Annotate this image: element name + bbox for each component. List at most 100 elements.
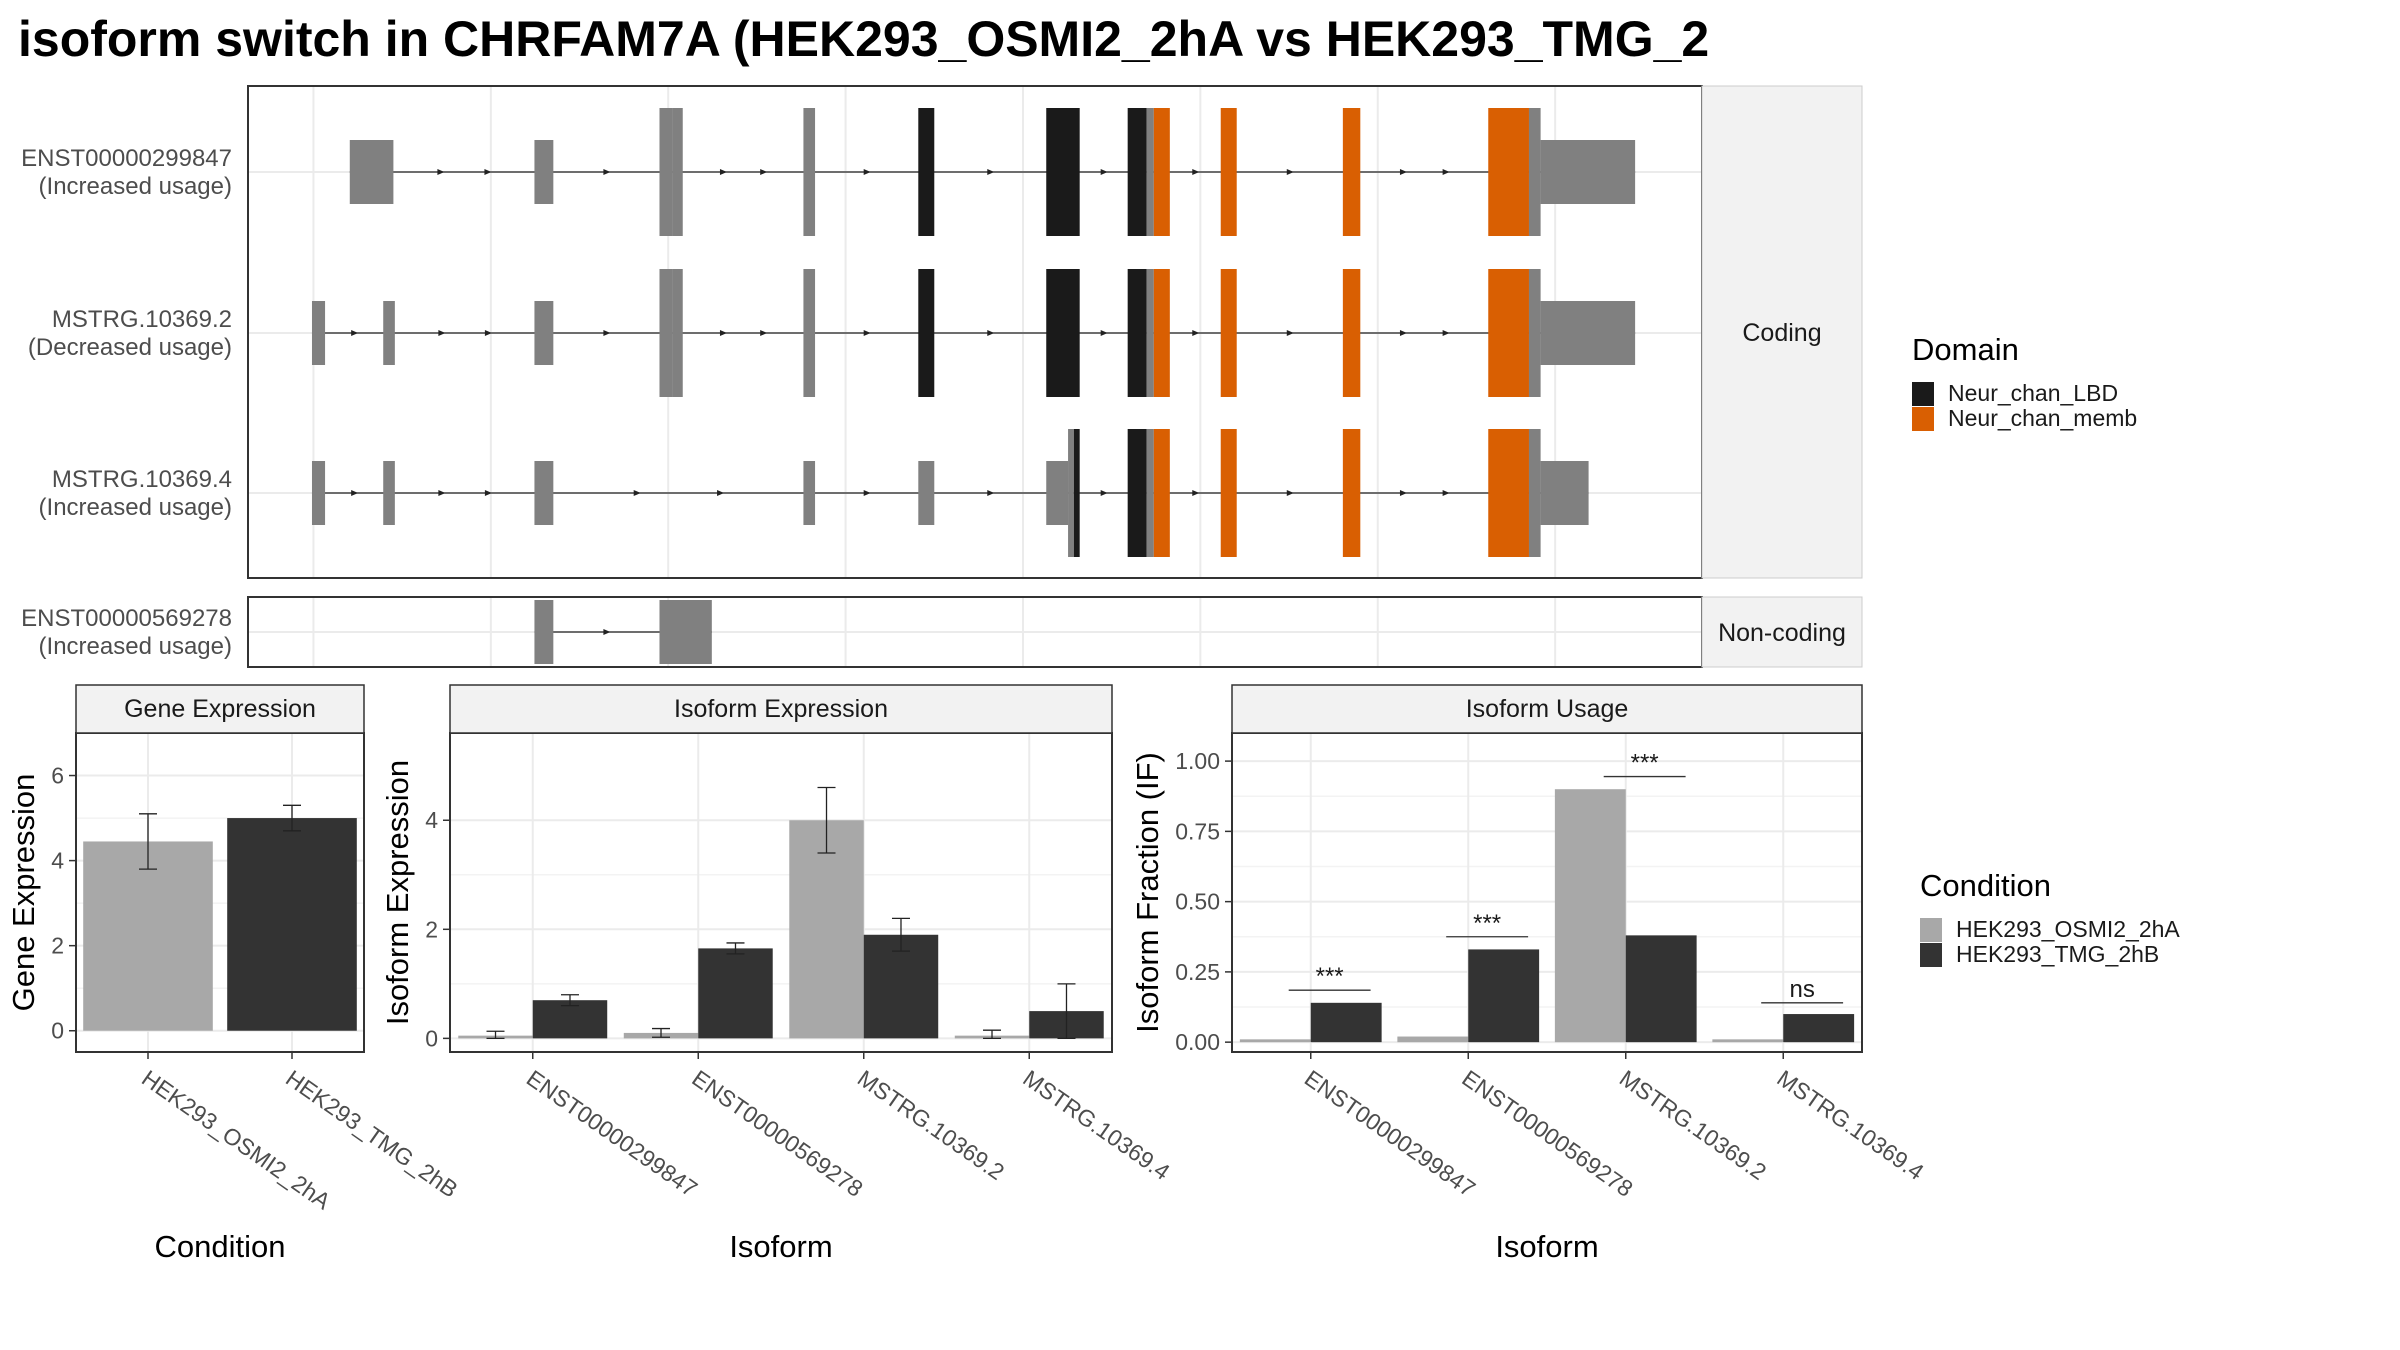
strand-arrow-icon — [1192, 330, 1200, 336]
exon-lbd — [918, 269, 935, 397]
transcript-name: ENST00000299847 — [21, 145, 232, 172]
x-tick-label: ENST00000569278 — [687, 1065, 867, 1202]
bar — [698, 948, 773, 1039]
plot-background — [450, 733, 1112, 1052]
bar — [1783, 1014, 1855, 1043]
strand-arrow-icon — [717, 490, 725, 496]
y-axis-title: Isoform Expression — [380, 760, 415, 1025]
transcript-usage: (Increased usage) — [39, 173, 232, 200]
exon-cds — [1146, 108, 1154, 236]
strand-arrow-icon — [1192, 490, 1200, 496]
exon-memb — [1220, 269, 1237, 397]
x-tick-label: ENST00000299847 — [1300, 1065, 1480, 1202]
exon-utr — [311, 301, 326, 365]
strand-arrow-icon — [1100, 330, 1108, 336]
exon-cds — [1146, 429, 1154, 557]
exon-cds — [1528, 429, 1541, 557]
transcript-usage: (Increased usage) — [39, 494, 232, 521]
y-tick-label: 0.25 — [1175, 959, 1220, 985]
panel-title: Isoform Expression — [674, 695, 888, 723]
x-tick-label: MSTRG.10369.2 — [1615, 1065, 1771, 1185]
bar — [1712, 1039, 1784, 1043]
coding-panel-strip-label: Coding — [1742, 319, 1821, 347]
exon-utr — [534, 140, 554, 204]
strand-arrow-icon — [351, 490, 359, 496]
bar — [1239, 1039, 1311, 1043]
exon-cds — [1146, 269, 1154, 397]
strand-arrow-icon — [603, 169, 611, 175]
strand-arrow-icon — [987, 330, 995, 336]
exon-memb — [1153, 429, 1170, 557]
exon-utr — [659, 600, 712, 664]
strand-arrow-icon — [863, 490, 871, 496]
panel-strip — [75, 684, 365, 734]
bar — [1554, 789, 1626, 1043]
strand-arrow-icon — [1399, 490, 1407, 496]
exon-utr — [383, 461, 395, 525]
y-tick-label: 2 — [51, 933, 64, 959]
coding-panel-strip — [1701, 85, 1863, 579]
exon-lbd — [1127, 269, 1147, 397]
strand-arrow-icon — [633, 490, 641, 496]
bar — [83, 841, 213, 1031]
y-tick-label: 2 — [425, 916, 438, 942]
strand-arrow-icon — [719, 330, 727, 336]
strand-arrow-icon — [1192, 169, 1200, 175]
strand-arrow-icon — [1100, 490, 1108, 496]
exon-memb — [1342, 269, 1361, 397]
significance-label: *** — [1473, 910, 1501, 937]
strand-arrow-icon — [484, 169, 492, 175]
y-tick-label: 4 — [425, 807, 438, 833]
exon-cds — [803, 108, 816, 236]
exon-memb — [1342, 108, 1361, 236]
y-tick-label: 0.50 — [1175, 889, 1220, 915]
bar — [1468, 949, 1540, 1043]
exon-memb — [1220, 429, 1237, 557]
domain-legend-key — [1912, 382, 1934, 406]
exon-lbd — [918, 108, 935, 236]
y-tick-label: 0 — [51, 1018, 64, 1044]
transcript-usage: (Increased usage) — [39, 633, 232, 660]
y-axis-title: Gene Expression — [6, 774, 41, 1012]
exon-cds — [659, 108, 673, 236]
exon-cds — [659, 269, 673, 397]
exon-utr — [1540, 461, 1589, 525]
exon-cds — [1528, 108, 1541, 236]
panel-title: Isoform Usage — [1466, 695, 1629, 723]
condition-legend-key — [1920, 943, 1942, 967]
x-axis-title: Isoform — [1495, 1229, 1598, 1264]
exon-cds — [1528, 269, 1541, 397]
x-tick-label: ENST00000569278 — [1457, 1065, 1637, 1202]
panel-strip — [1231, 684, 1863, 734]
exon-utr — [1540, 301, 1636, 365]
strand-arrow-icon — [1442, 169, 1450, 175]
exon-memb — [1488, 108, 1529, 236]
strand-arrow-icon — [484, 490, 492, 496]
strand-arrow-icon — [351, 330, 359, 336]
exon-cds — [672, 108, 683, 236]
y-axis-title: Isoform Fraction (IF) — [1130, 752, 1165, 1033]
strand-arrow-icon — [1442, 490, 1450, 496]
significance-label: ns — [1789, 976, 1814, 1003]
bar — [863, 934, 939, 1039]
strand-arrow-icon — [863, 330, 871, 336]
strand-arrow-icon — [437, 169, 445, 175]
y-tick-label: 0.00 — [1175, 1029, 1220, 1055]
strand-arrow-icon — [719, 169, 727, 175]
domain-legend-label: Neur_chan_memb — [1948, 405, 2137, 431]
exon-memb — [1153, 108, 1170, 236]
figure-title: isoform switch in CHRFAM7A (HEK293_OSMI2… — [18, 11, 1709, 67]
strand-arrow-icon — [760, 330, 768, 336]
domain-legend-title: Domain — [1912, 332, 2019, 367]
y-tick-label: 1.00 — [1175, 748, 1220, 774]
exon-utr — [1046, 461, 1069, 525]
strand-arrow-icon — [438, 330, 446, 336]
gene-structure-panel: ENST00000299847(Increased usage)MSTRG.10… — [21, 85, 1863, 668]
condition-legend-label: HEK293_TMG_2hB — [1956, 941, 2159, 967]
condition-legend-title: Condition — [1920, 868, 2051, 903]
exon-memb — [1342, 429, 1361, 557]
exon-utr — [534, 600, 554, 664]
strand-arrow-icon — [863, 169, 871, 175]
